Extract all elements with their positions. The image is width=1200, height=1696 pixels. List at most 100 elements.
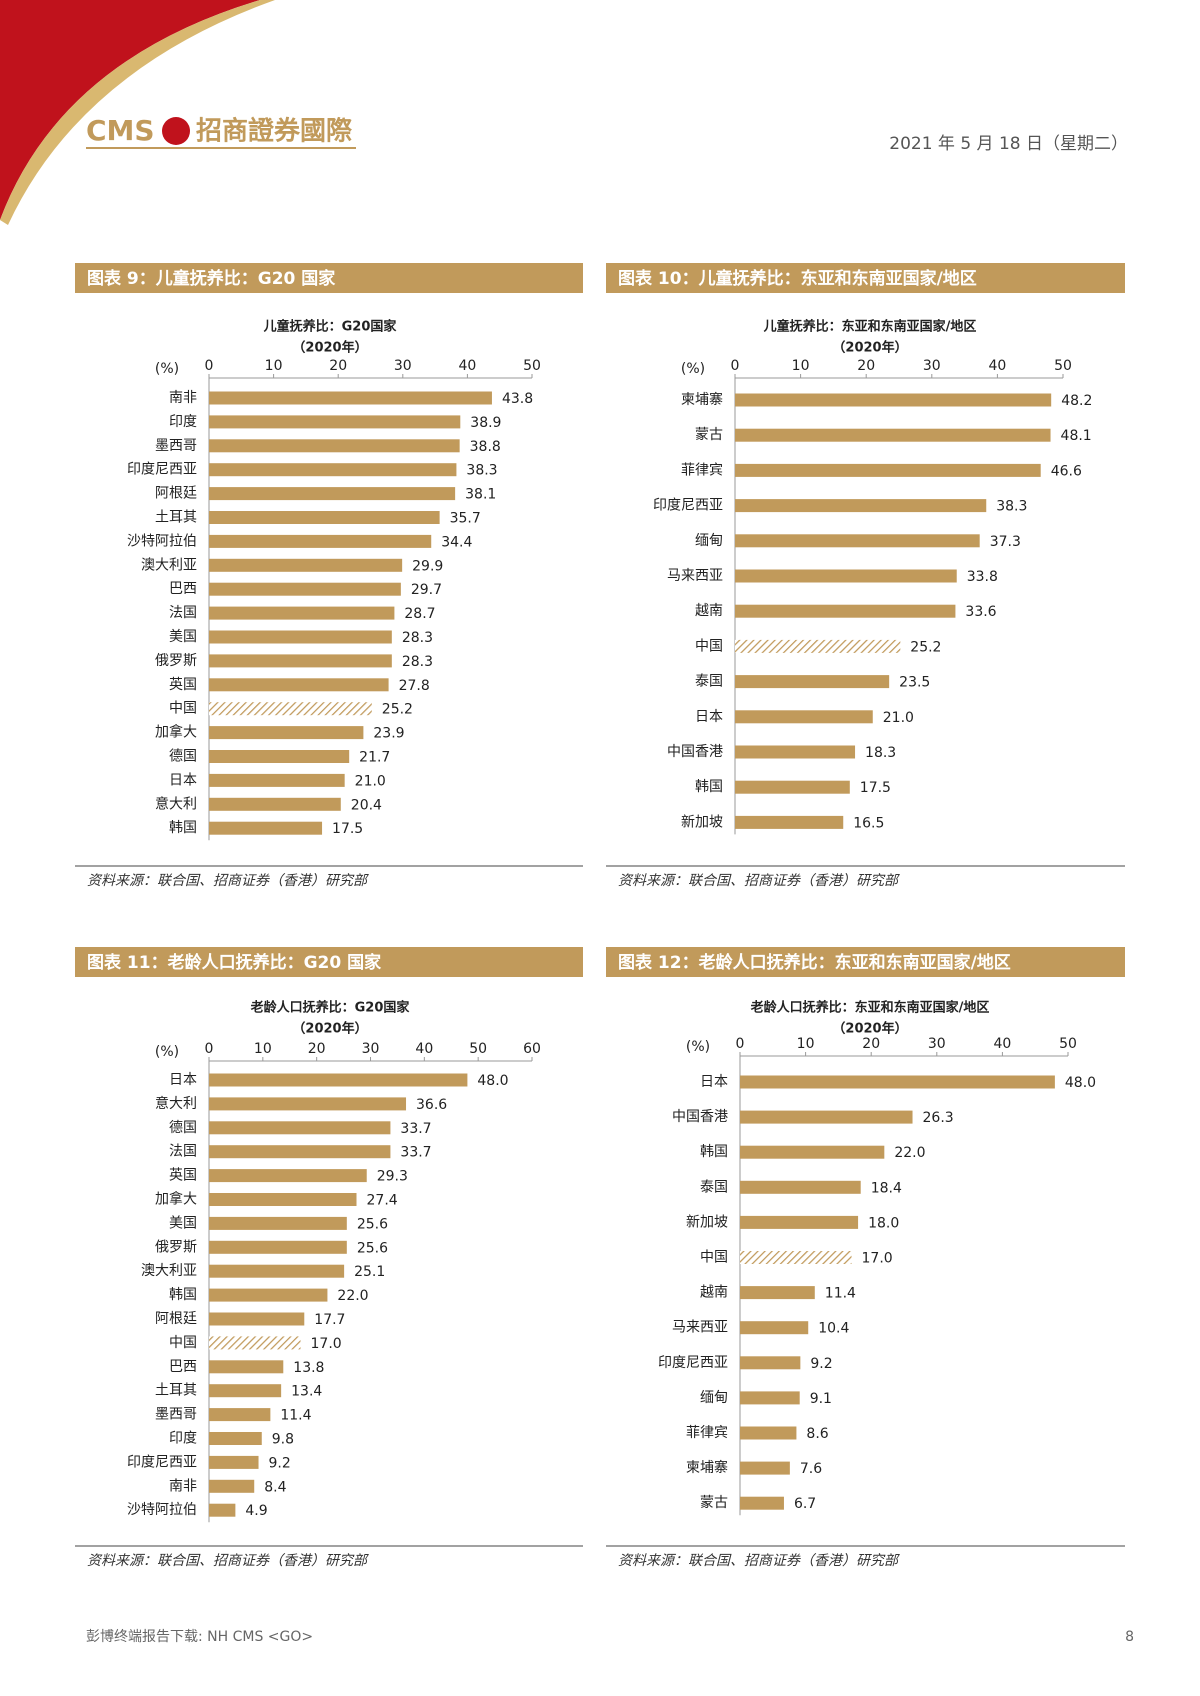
bar	[209, 1479, 255, 1493]
bar	[735, 463, 1041, 477]
value-label: 21.0	[883, 710, 914, 726]
x-tick-label: 0	[205, 1041, 214, 1057]
category-label: 越南	[695, 603, 723, 619]
value-label: 18.0	[868, 1215, 899, 1231]
value-label: 8.6	[806, 1426, 828, 1442]
bar	[740, 1180, 861, 1194]
x-tick-label: 40	[993, 1036, 1011, 1052]
figure-banner	[606, 947, 1125, 977]
x-tick-label: 60	[523, 1041, 541, 1057]
category-label: 中国	[695, 638, 723, 654]
bar	[209, 797, 341, 811]
category-label: 美国	[169, 629, 197, 645]
x-tick-label: 0	[731, 358, 740, 374]
category-label: 中国香港	[667, 744, 723, 760]
value-label: 28.3	[402, 630, 433, 646]
category-label: 中国	[169, 701, 197, 717]
category-label: 中国香港	[672, 1109, 728, 1125]
logo-name: 招商證券國際	[196, 116, 352, 147]
value-label: 23.9	[373, 726, 404, 742]
category-label: 日本	[169, 1072, 197, 1088]
bar	[209, 630, 392, 644]
x-tick-label: 40	[988, 358, 1006, 374]
category-label: 马来西亚	[667, 568, 723, 584]
category-label: 中国	[169, 1335, 197, 1351]
unit-label: (%)	[686, 1039, 710, 1055]
value-label: 38.8	[470, 439, 501, 455]
x-tick-label: 20	[329, 358, 347, 374]
category-label: 菲律宾	[686, 1425, 728, 1441]
category-label: 巴西	[169, 581, 197, 597]
bar	[740, 1286, 815, 1300]
value-label: 29.9	[412, 558, 443, 574]
bar	[209, 678, 389, 692]
value-label: 8.4	[264, 1479, 286, 1495]
value-label: 13.4	[291, 1384, 322, 1400]
value-label: 48.0	[1065, 1075, 1096, 1091]
bar	[735, 745, 856, 759]
x-tick-label: 10	[797, 1036, 815, 1052]
value-label: 25.6	[357, 1240, 388, 1256]
bar	[209, 463, 457, 477]
category-label: 日本	[695, 709, 723, 725]
category-label: 土耳其	[155, 1383, 197, 1399]
category-label: 柬埔寨	[681, 391, 723, 408]
chart-subtitle: （2020年）	[832, 340, 907, 356]
category-label: 南非	[169, 1478, 197, 1494]
value-label: 22.0	[337, 1288, 368, 1304]
bar	[740, 1215, 859, 1229]
bar	[209, 1503, 236, 1517]
bar	[740, 1110, 913, 1124]
bar	[735, 569, 957, 583]
bar	[209, 1240, 347, 1254]
bar	[209, 821, 323, 835]
x-tick-label: 30	[928, 1036, 946, 1052]
category-label: 韩国	[695, 779, 723, 795]
x-tick-label: 50	[469, 1041, 487, 1057]
bar	[209, 1097, 407, 1111]
source-note: 资料来源：联合国、招商证券（香港）研究部	[87, 873, 369, 889]
unit-label: (%)	[155, 1044, 179, 1060]
category-label: 阿根廷	[155, 486, 197, 502]
bar	[735, 639, 901, 653]
category-label: 德国	[169, 1120, 197, 1136]
category-label: 韩国	[700, 1144, 728, 1160]
bar	[740, 1145, 885, 1159]
chart-subtitle: （2020年）	[292, 340, 367, 356]
category-label: 墨西哥	[155, 1407, 197, 1423]
bar	[209, 1384, 282, 1398]
x-tick-label: 20	[862, 1036, 880, 1052]
value-label: 48.1	[1061, 428, 1092, 444]
bar	[735, 675, 890, 689]
category-label: 缅甸	[700, 1390, 728, 1406]
category-label: 土耳其	[155, 510, 197, 526]
value-label: 46.6	[1051, 463, 1082, 479]
bar	[209, 773, 345, 787]
bar	[735, 604, 956, 618]
bar	[209, 1145, 391, 1159]
category-label: 马来西亚	[672, 1320, 728, 1336]
value-label: 38.1	[465, 487, 496, 503]
category-label: 印度	[169, 414, 197, 430]
value-label: 43.8	[502, 391, 533, 407]
category-label: 印度尼西亚	[653, 498, 723, 514]
value-label: 17.5	[860, 780, 891, 796]
bar	[209, 1288, 328, 1302]
value-label: 18.3	[865, 745, 896, 761]
value-label: 22.0	[894, 1145, 925, 1161]
value-label: 25.6	[357, 1216, 388, 1232]
value-label: 48.2	[1061, 393, 1092, 409]
figure-title: 图表 10：儿童抚养比：东亚和东南亚国家/地区	[618, 268, 977, 289]
page-number: 8	[1125, 1629, 1134, 1645]
value-label: 13.8	[293, 1360, 324, 1376]
category-label: 日本	[700, 1074, 728, 1090]
category-label: 泰国	[695, 674, 723, 690]
bar	[735, 499, 987, 513]
chart-title: 老龄人口抚养比：G20国家	[250, 1000, 411, 1016]
chart-subtitle: （2020年）	[292, 1021, 367, 1037]
footer-note: 彭博终端报告下载: NH CMS <GO>	[86, 1628, 313, 1645]
category-label: 新加坡	[686, 1214, 728, 1230]
bar	[209, 511, 440, 524]
category-label: 英国	[169, 676, 197, 693]
